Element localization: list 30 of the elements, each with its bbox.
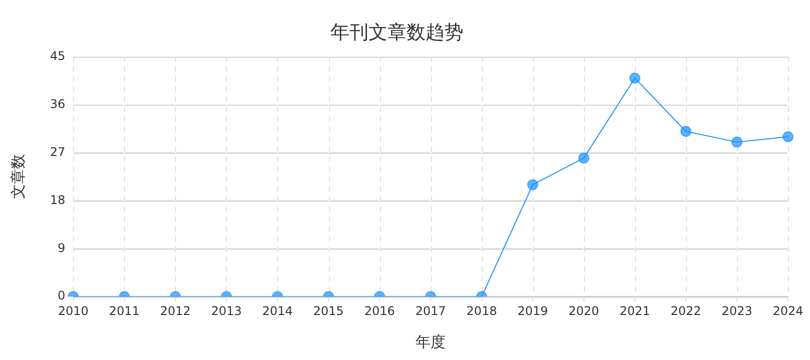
x-tick-label: 2012 <box>160 304 191 318</box>
point <box>578 152 590 164</box>
x-tick-label: 2017 <box>415 304 446 318</box>
y-tick-label: 27 <box>50 144 66 159</box>
chart-title: 年刊文章数趋势 <box>330 21 464 44</box>
x-tick-label: 2018 <box>466 304 497 318</box>
x-tick-label: 2024 <box>772 304 804 318</box>
point <box>629 72 640 84</box>
point <box>527 179 538 190</box>
x-tick-label: 2019 <box>517 304 548 318</box>
x-tick-label: 2020 <box>568 304 600 318</box>
x-tick-label: 2023 <box>722 304 752 318</box>
y-axis-title: 文章数 <box>8 154 27 200</box>
y-tick-label: 18 <box>50 192 66 207</box>
x-tick-label: 2022 <box>670 304 702 318</box>
x-tick-label: 2014 <box>262 304 293 318</box>
x-tick-label: 2016 <box>364 304 395 318</box>
x-tick-label: 2015 <box>313 304 344 318</box>
x-tick-label: 2010 <box>58 304 89 318</box>
x-tick-label: 2021 <box>620 304 650 318</box>
point <box>680 126 692 137</box>
x-axis-title: 年度 <box>416 332 446 351</box>
x-tick-label: 2013 <box>211 304 242 318</box>
y-tick-label: 36 <box>50 96 66 111</box>
y-tick-label: 0 <box>58 288 66 303</box>
y-tick-label: 45 <box>50 48 66 63</box>
x-tick-label: 2011 <box>109 304 140 318</box>
point <box>782 131 794 142</box>
y-tick-label: 9 <box>58 240 66 255</box>
point <box>731 136 742 148</box>
